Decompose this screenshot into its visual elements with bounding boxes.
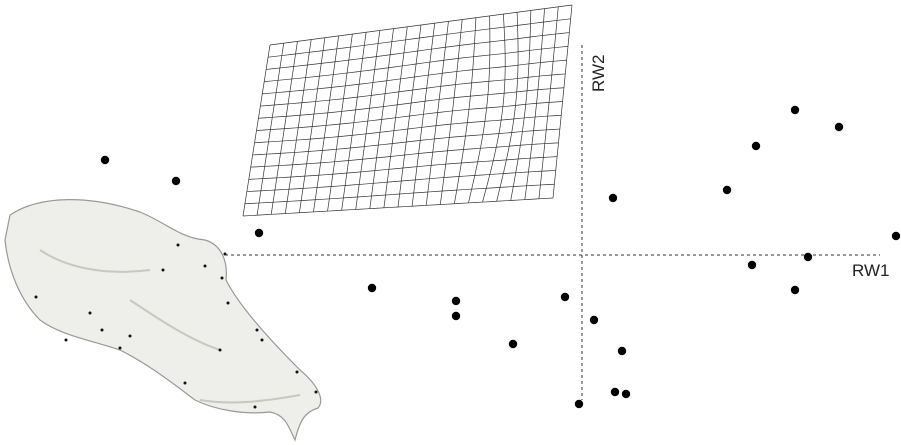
grid-stroke: [251, 143, 559, 167]
point: [255, 229, 263, 237]
point: [835, 123, 843, 131]
deformation-grid: [243, 5, 572, 216]
grid-stroke: [342, 32, 366, 210]
x-axis-label: RW1: [852, 261, 889, 280]
grid-stroke: [257, 102, 563, 131]
point: [622, 390, 630, 398]
grid-stroke: [270, 5, 572, 45]
point: [618, 347, 626, 355]
point: [561, 293, 569, 301]
point: [101, 156, 109, 164]
grid-stroke: [255, 115, 562, 142]
point: [748, 261, 756, 269]
grid-stroke: [299, 38, 325, 213]
point: [575, 400, 583, 408]
point: [723, 186, 731, 194]
point: [892, 232, 900, 240]
grid-stroke: [313, 36, 338, 212]
grid-stroke: [253, 129, 560, 155]
point: [791, 286, 799, 294]
grid-stroke: [243, 198, 553, 216]
y-axis-label: RW2: [589, 55, 608, 92]
point: [611, 388, 619, 396]
point: [452, 297, 460, 305]
point: [590, 316, 598, 324]
point: [368, 284, 376, 292]
point: [452, 312, 460, 320]
grid-stroke: [328, 34, 353, 211]
skull: [5, 200, 321, 440]
point: [804, 253, 812, 261]
point: [509, 340, 517, 348]
grid-stroke: [264, 46, 568, 81]
point: [752, 142, 760, 150]
chart: RW1 RW2: [0, 0, 901, 445]
grid-stroke: [258, 88, 564, 119]
point: [791, 106, 799, 114]
point: [172, 177, 180, 185]
point: [609, 194, 617, 202]
grid-stroke: [249, 157, 557, 180]
grid-stroke: [247, 170, 556, 191]
